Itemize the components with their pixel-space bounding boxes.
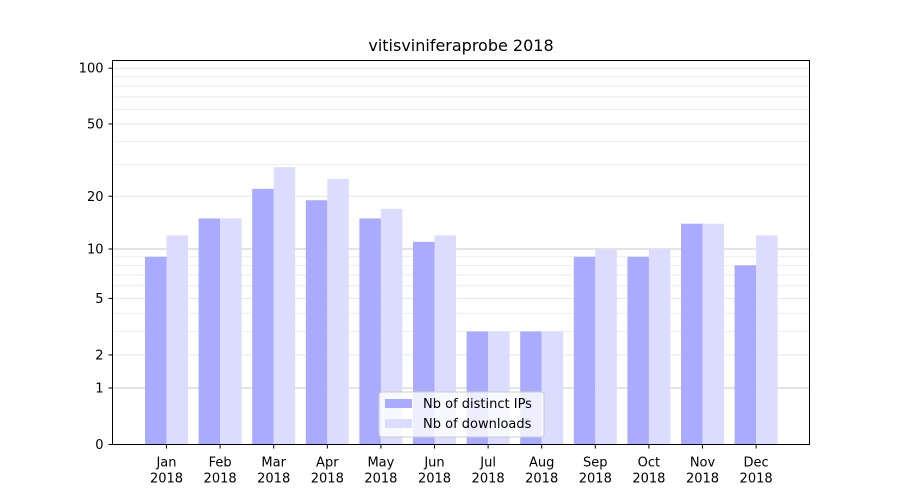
x-tick-label-month: Sep xyxy=(583,456,608,471)
x-tick-label-month: Jul xyxy=(479,456,496,471)
x-tick-label-year: 2018 xyxy=(150,472,183,487)
x-tick-label-year: 2018 xyxy=(472,472,505,487)
y-tick-label: 5 xyxy=(95,292,103,307)
x-axis: Jan2018Feb2018Mar2018Apr2018May2018Jun20… xyxy=(150,444,773,487)
y-tick-label: 1 xyxy=(95,381,103,396)
legend: Nb of distinct IPs Nb of downloads xyxy=(378,391,545,438)
bar-downloads xyxy=(541,331,564,445)
legend-label: Nb of distinct IPs xyxy=(423,397,532,412)
bar-distinct-ips xyxy=(359,218,381,445)
bar-downloads xyxy=(273,167,296,445)
y-tick-label: 50 xyxy=(87,117,104,132)
x-tick-label-year: 2018 xyxy=(740,472,773,487)
x-tick-label-year: 2018 xyxy=(257,472,290,487)
x-tick-label-year: 2018 xyxy=(525,472,558,487)
legend-box xyxy=(378,391,545,438)
y-axis: 0 1 2 5 10 20 50 100 xyxy=(79,62,113,453)
x-tick-label-month: Mar xyxy=(261,456,286,471)
x-tick-label-month: Apr xyxy=(316,456,339,471)
x-tick-label-month: Oct xyxy=(638,456,660,471)
bar-downloads xyxy=(380,208,403,445)
x-tick-label-month: Aug xyxy=(529,456,554,471)
bar-downloads xyxy=(166,235,188,445)
x-tick-label-year: 2018 xyxy=(418,472,451,487)
x-tick-label-month: Feb xyxy=(209,456,232,471)
bar-distinct-ips xyxy=(627,256,649,445)
x-tick-label-month: Jan xyxy=(155,456,176,471)
x-tick-label-month: May xyxy=(367,456,394,471)
y-tick-label: 100 xyxy=(79,62,104,77)
plot-frame xyxy=(112,60,810,445)
legend-swatch xyxy=(385,399,412,408)
y-tick-label: 10 xyxy=(87,242,104,257)
x-tick-label-month: Dec xyxy=(744,456,769,471)
bar-downloads xyxy=(648,248,671,445)
bar-downloads xyxy=(220,218,242,445)
x-tick-label-month: Jun xyxy=(423,456,444,471)
x-tick-label-year: 2018 xyxy=(579,472,612,487)
bar-distinct-ips xyxy=(305,200,328,445)
bar-downloads xyxy=(327,178,349,445)
chart-title: vitisviniferaprobe 2018 xyxy=(368,36,553,55)
bar-distinct-ips xyxy=(198,218,221,445)
y-tick-label: 20 xyxy=(87,190,104,205)
bar-distinct-ips xyxy=(573,256,596,445)
x-tick-label-year: 2018 xyxy=(204,472,237,487)
bar-distinct-ips xyxy=(681,223,703,445)
x-tick-label-year: 2018 xyxy=(632,472,665,487)
bar-downloads xyxy=(702,223,724,445)
x-tick-label-year: 2018 xyxy=(686,472,719,487)
y-tick-label: 0 xyxy=(95,438,103,453)
legend-swatch xyxy=(385,419,412,428)
bar-downloads xyxy=(756,235,778,445)
y-tick-label: 2 xyxy=(95,348,103,363)
bar-downloads xyxy=(595,248,617,445)
x-tick-label-month: Nov xyxy=(690,456,716,471)
x-tick-label-year: 2018 xyxy=(364,472,397,487)
bar-distinct-ips xyxy=(252,188,274,445)
bar-distinct-ips xyxy=(145,256,167,445)
x-tick-label-year: 2018 xyxy=(311,472,344,487)
legend-label: Nb of downloads xyxy=(423,417,532,432)
bar-distinct-ips xyxy=(734,265,757,445)
